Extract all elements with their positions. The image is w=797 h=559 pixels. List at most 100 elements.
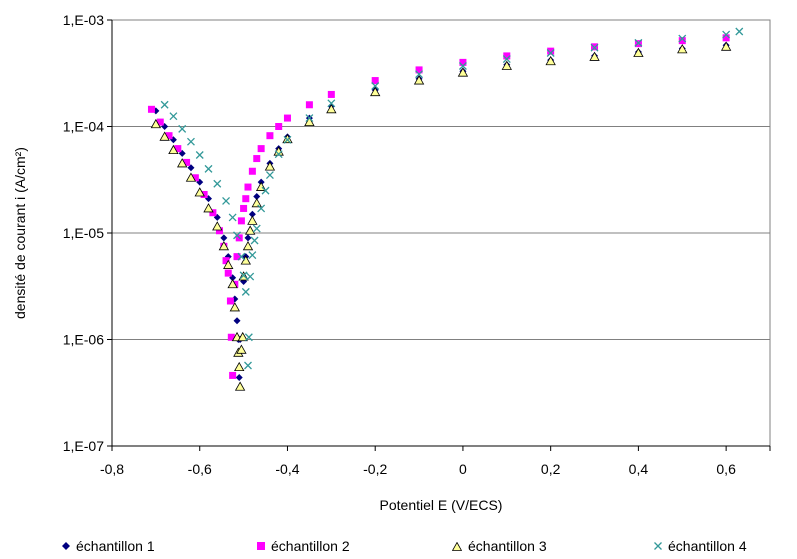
x-tick-label: 0,4 — [629, 461, 649, 477]
series-1 — [152, 41, 730, 381]
data-point — [156, 118, 164, 126]
y-tick-label: 1,E-04 — [63, 119, 104, 135]
data-point — [282, 133, 293, 144]
data-point — [227, 278, 238, 289]
legend: échantillon 1 échantillon 2 échantillon … — [0, 538, 797, 558]
data-point — [233, 253, 241, 261]
data-point — [634, 38, 643, 47]
x-axis-title: Potentiel E (V/ECS) — [380, 497, 503, 513]
data-point — [264, 161, 276, 171]
data-point — [215, 227, 223, 235]
data-point — [160, 100, 169, 109]
data-point — [204, 164, 213, 173]
data-point — [327, 99, 336, 108]
data-point — [203, 203, 214, 213]
data-point — [415, 70, 424, 79]
data-point — [251, 197, 262, 208]
data-point — [547, 47, 555, 55]
data-point — [503, 52, 511, 60]
data-point — [250, 236, 259, 245]
data-point — [633, 47, 644, 57]
data-point — [226, 297, 234, 305]
data-point — [195, 151, 204, 159]
data-point — [200, 190, 208, 198]
data-point — [236, 344, 247, 354]
data-point — [169, 112, 178, 121]
data-point — [248, 251, 257, 260]
data-point — [247, 215, 258, 225]
data-point — [244, 333, 253, 342]
data-point — [209, 209, 217, 217]
series-2 — [147, 34, 730, 379]
data-point — [237, 217, 245, 225]
data-point — [371, 77, 379, 85]
data-point — [244, 225, 256, 235]
data-point — [246, 272, 255, 281]
data-point — [266, 132, 274, 140]
square-marker-icon — [257, 542, 265, 550]
data-point — [222, 257, 230, 265]
data-point — [242, 195, 250, 203]
data-point — [187, 137, 195, 146]
y-tick-label: 1,E-06 — [63, 332, 104, 348]
data-point — [283, 135, 292, 144]
gridlines — [112, 126, 770, 340]
data-point — [720, 41, 732, 51]
data-point — [265, 171, 274, 180]
series-4 — [160, 27, 744, 370]
data-point — [589, 51, 600, 61]
data-point — [237, 252, 246, 261]
data-point — [212, 221, 223, 231]
data-point — [546, 49, 555, 57]
data-point — [177, 158, 188, 168]
x-tick-label: 0,6 — [716, 461, 736, 477]
data-point — [545, 55, 556, 66]
data-point — [457, 67, 469, 77]
data-point — [239, 271, 248, 280]
data-point — [283, 114, 291, 122]
data-point — [235, 373, 243, 381]
data-point — [183, 158, 191, 166]
data-point — [304, 116, 315, 126]
data-point — [248, 167, 256, 175]
x-tick-label: -0,8 — [100, 461, 124, 477]
series-3 — [150, 41, 732, 391]
data-point — [305, 101, 313, 109]
data-point — [220, 234, 228, 242]
data-point — [253, 155, 261, 163]
data-point — [327, 90, 335, 98]
legend-label: échantillon 3 — [468, 538, 547, 554]
data-point — [415, 66, 423, 74]
data-point — [326, 103, 337, 114]
data-point — [413, 75, 425, 85]
data-point — [678, 37, 686, 45]
data-point — [229, 371, 237, 379]
data-point — [191, 174, 199, 182]
y-axis-title: densité de courant i (A/cm²) — [12, 147, 28, 319]
y-tick-label: 1,E-05 — [63, 225, 104, 241]
data-point — [275, 123, 283, 130]
data-point — [274, 150, 283, 159]
data-point — [234, 361, 245, 372]
data-point — [735, 27, 744, 36]
data-point — [244, 234, 252, 242]
data-point — [244, 183, 252, 191]
legend-item-4: échantillon 4 — [654, 538, 747, 554]
legend-item-3: échantillon 3 — [452, 538, 547, 554]
data-point — [174, 145, 182, 153]
data-point — [678, 34, 687, 43]
data-point — [187, 164, 195, 172]
data-point — [502, 55, 511, 63]
legend-item-1: échantillon 1 — [62, 538, 155, 554]
data-point — [458, 62, 467, 70]
data-point — [590, 43, 599, 52]
data-point — [240, 255, 251, 265]
data-point — [501, 60, 512, 70]
data-point — [722, 30, 731, 39]
data-point — [222, 196, 231, 205]
data-point — [370, 86, 381, 97]
data-point — [165, 132, 173, 140]
data-point — [722, 34, 730, 42]
data-point — [147, 105, 155, 113]
data-point — [150, 118, 162, 129]
